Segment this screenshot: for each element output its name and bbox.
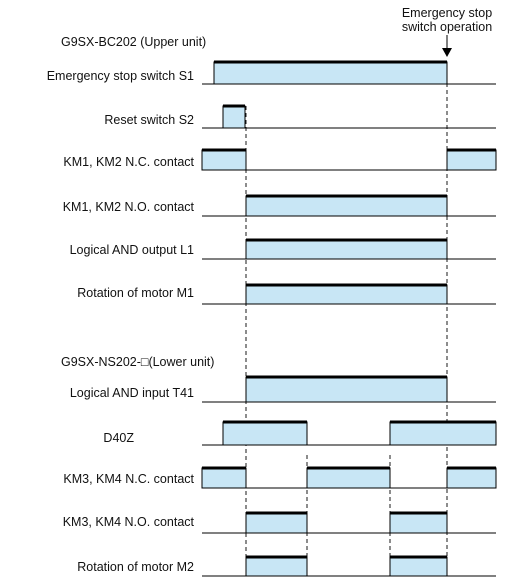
- upper-unit-title: G9SX-BC202 (Upper unit): [61, 35, 206, 49]
- pulse-on: [222, 105, 246, 129]
- pulse-on: [389, 512, 448, 534]
- signal-label: Logical AND output L1: [70, 243, 194, 257]
- signal-row-km1-km2-nc: KM1, KM2 N.C. contact: [63, 148, 497, 171]
- signal-row-t41: Logical AND input T41: [70, 375, 496, 403]
- pulse-on: [306, 467, 391, 489]
- signal-row-m1: Rotation of motor M1: [77, 283, 496, 305]
- pulse-on: [446, 149, 497, 171]
- lower-unit-title: G9SX-NS202-□(Lower unit): [61, 355, 214, 369]
- pulse-on: [446, 467, 497, 489]
- annotation-line2: switch operation: [402, 20, 492, 34]
- pulse-on: [245, 195, 448, 217]
- signal-row-km3-km4-nc: KM3, KM4 N.C. contact: [63, 466, 497, 489]
- signal-row-m2: Rotation of motor M2: [77, 555, 496, 577]
- pulse-on: [201, 467, 247, 489]
- signal-label: KM1, KM2 N.O. contact: [63, 200, 195, 214]
- pulse-on: [389, 556, 448, 577]
- signal-row-d40z: D40Z: [103, 420, 497, 446]
- annotation-arrow-head: [442, 48, 452, 57]
- signal-row-km1-km2-no: KM1, KM2 N.O. contact: [63, 194, 496, 217]
- signal-label: KM3, KM4 N.C. contact: [63, 472, 194, 486]
- signal-label: D40Z: [103, 431, 134, 445]
- pulse-on: [222, 421, 308, 446]
- pulse-on: [245, 512, 308, 534]
- pulse-on: [245, 239, 448, 260]
- signal-label: Reset switch S2: [104, 113, 194, 127]
- signal-label: Rotation of motor M1: [77, 286, 194, 300]
- pulse-on: [245, 376, 448, 403]
- pulse-on: [201, 149, 247, 171]
- signal-row-s1: Emergency stop switch S1: [47, 60, 496, 85]
- pulse-on: [389, 421, 497, 446]
- signal-label: KM3, KM4 N.O. contact: [63, 515, 195, 529]
- signal-label: KM1, KM2 N.C. contact: [63, 155, 194, 169]
- signal-label: Logical AND input T41: [70, 386, 194, 400]
- signal-label: Emergency stop switch S1: [47, 69, 194, 83]
- signal-row-km3-km4-no: KM3, KM4 N.O. contact: [63, 511, 496, 534]
- signal-label: Rotation of motor M2: [77, 560, 194, 574]
- signal-row-l1: Logical AND output L1: [70, 238, 496, 260]
- pulse-on: [245, 556, 308, 577]
- signal-row-s2: Reset switch S2: [104, 104, 496, 129]
- pulse-on: [213, 61, 448, 85]
- annotation-line1: Emergency stop: [402, 6, 492, 20]
- pulse-on: [245, 284, 448, 305]
